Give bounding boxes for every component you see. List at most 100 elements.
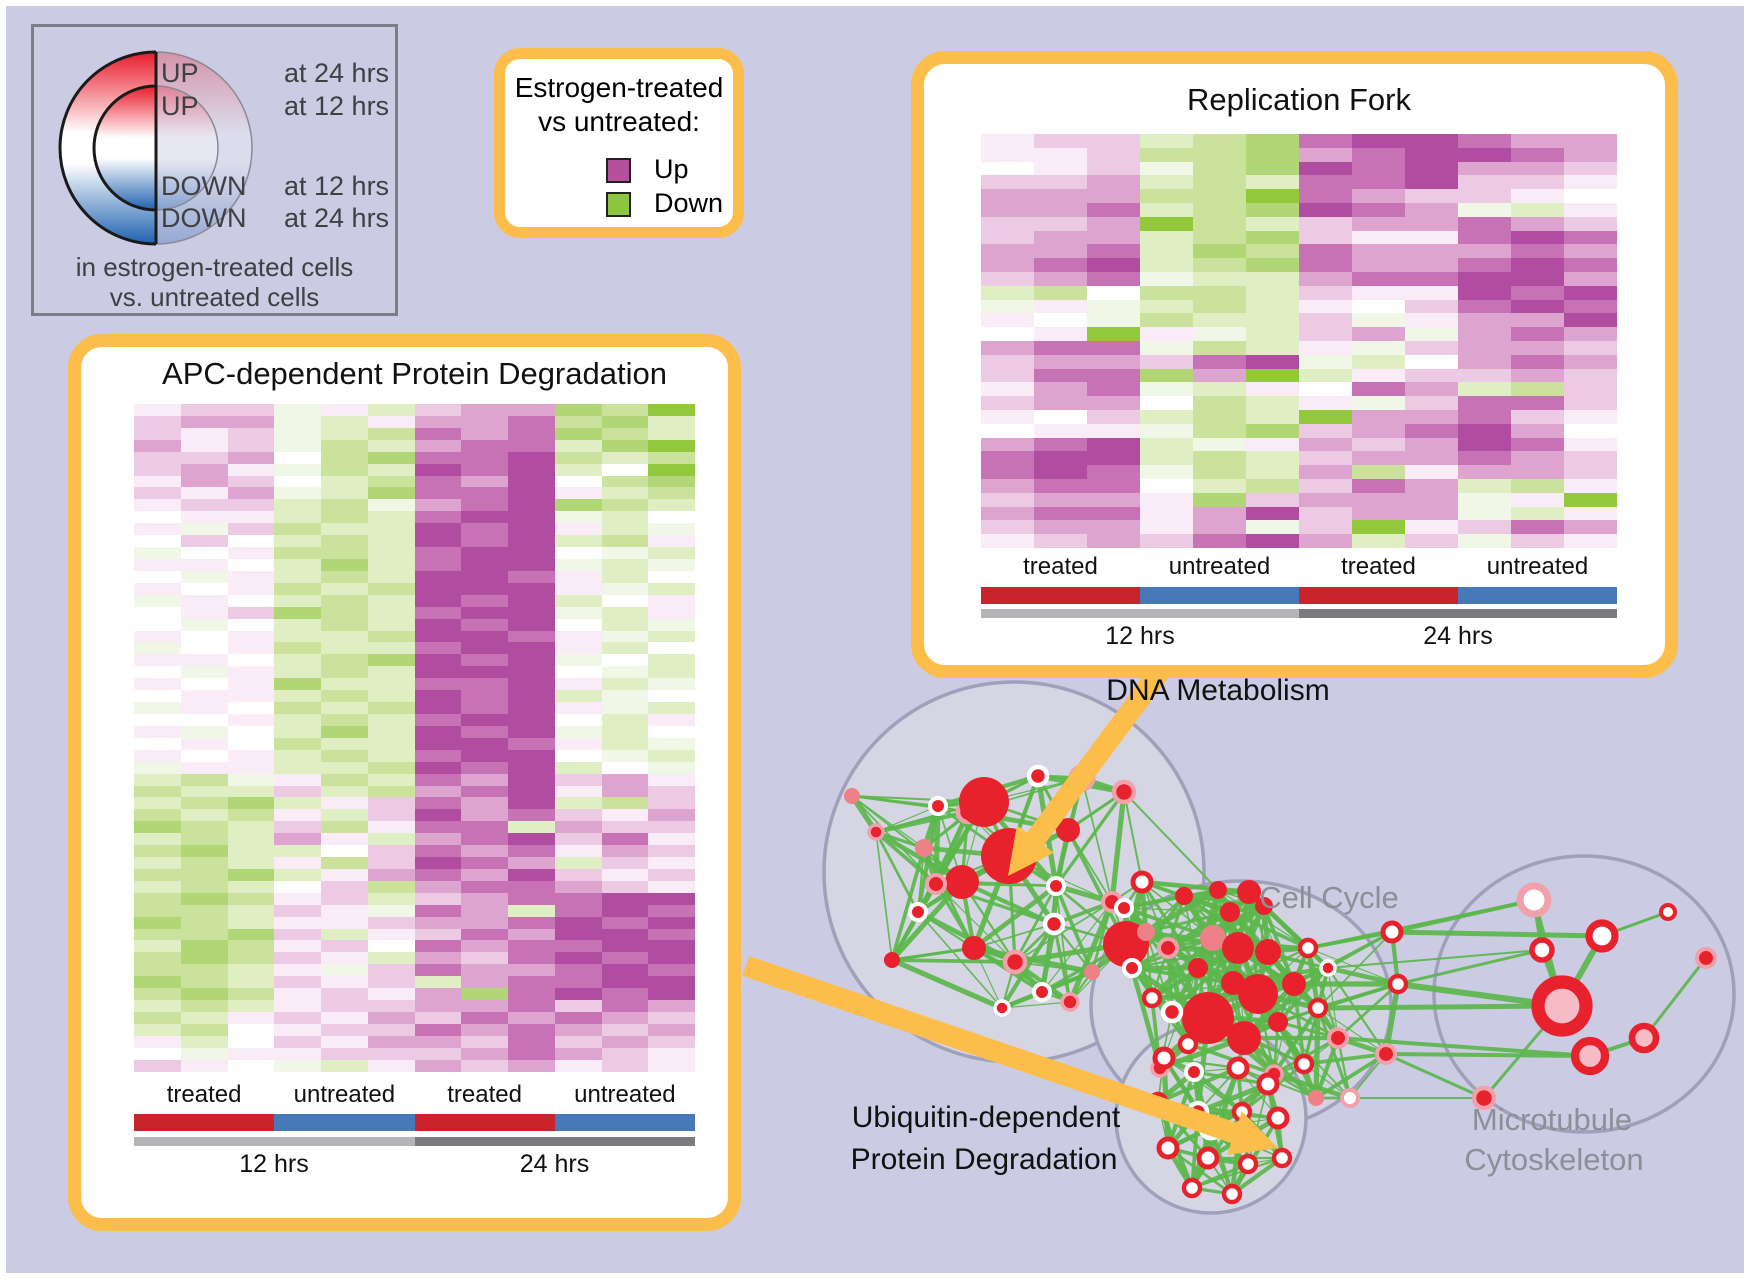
network-node [1196,1146,1220,1170]
heatmap-row [134,690,695,703]
network-node [1141,987,1163,1009]
heatmap-row [134,427,695,440]
network-node [1032,982,1052,1002]
network-node [1175,887,1193,905]
hrs24-bar [1299,609,1617,618]
network-node [1308,1090,1324,1106]
panel-arrows [742,659,1278,1155]
heatmap-row [134,773,695,786]
heatmap-row [134,892,695,905]
hrs12-bar [981,609,1299,618]
network-node [928,796,948,816]
heatmap-row [134,725,695,738]
heatmap-row [134,976,695,989]
network-node [1220,902,1240,922]
network-node [1046,876,1066,896]
heatmap-row [981,147,1617,162]
treated-bar [414,1114,555,1131]
network-node [1226,1056,1250,1080]
group-label-untreated-1: untreated [293,1081,396,1108]
network-node [1156,1136,1180,1160]
legend-down-12: DOWN [161,171,247,201]
network-node [1628,1022,1660,1054]
heatmap-row [981,492,1617,507]
untreated-bar [274,1114,415,1131]
heatmap-row [134,785,695,798]
group-label-treated-0: treated [1023,553,1098,580]
untreated-bar [1458,587,1617,604]
network-node [1659,903,1677,921]
heatmap-row [134,463,695,476]
heatmap-row [981,202,1617,217]
heatmap-row [981,423,1617,438]
heatmap-row [134,833,695,846]
down-label: Down [654,188,724,218]
network-node [993,999,1011,1017]
heatmap-row [134,845,695,858]
network-node [1222,932,1254,964]
network-node [1340,1088,1360,1108]
network-node [1084,964,1100,980]
up-color-swatch [606,158,631,183]
network-node [1268,1012,1288,1032]
heatmap-row [134,964,695,977]
heatmap-row [981,161,1617,176]
heatmap-row [134,415,695,428]
heatmap-row [134,868,695,881]
heatmap-row [134,451,695,464]
network-node [908,902,928,922]
heatmap-row [134,487,695,500]
apc-12hrs-label: 12 hrs [239,1150,309,1178]
network-node [1002,949,1028,975]
heatmap-row [134,797,695,810]
legend-caption-line2: vs. untreated cells [109,282,320,312]
up-label: Up [654,154,689,184]
network-node [1387,973,1409,995]
heatmap-row [134,749,695,762]
network-node [1255,897,1273,915]
heatmap-row [981,534,1617,548]
heatmap-row [981,451,1617,466]
untreated-bar [1140,587,1299,604]
heatmap-row [134,630,695,643]
heatmap-row [981,258,1617,272]
heatmap-row [981,409,1617,424]
network-node [1182,992,1234,1044]
heatmap-row [134,1012,695,1024]
network-node [1188,958,1208,978]
heatmap-row [134,1023,695,1036]
replication-fork-title: Replication Fork [1187,82,1411,117]
heatmap-row [134,916,695,929]
cluster-label-5: Protein Degradation [850,1143,1118,1176]
heatmap-row [134,678,695,691]
down-color-swatch [606,192,631,217]
untreated-bar [554,1114,695,1131]
network-node [1585,919,1619,953]
heatmap-row [134,606,695,619]
heatmap-row [134,594,695,607]
group-label-treated-2: treated [1341,553,1416,580]
heatmap-row [134,523,695,536]
hrs24-bar [414,1137,695,1146]
network-node [1307,997,1329,1019]
network-node [1238,974,1278,1014]
network-node [867,823,885,841]
network-node [1297,937,1319,959]
network-node [1271,1147,1293,1169]
cluster-label-4: Ubiquitin-dependent [851,1101,1121,1134]
up-down-scale-icon [58,50,253,246]
network-node [1221,1183,1243,1205]
cluster-label-0: DNA Metabolism [1106,674,1330,707]
rf-24hrs-label: 24 hrs [1423,622,1493,650]
network-node [1156,936,1180,960]
legend-down-24-time: at 24 hrs [284,203,390,233]
cluster-label-2: Microtubule [1471,1102,1633,1137]
heatmap-row [981,271,1617,286]
heatmap-row [134,1047,695,1060]
treated-bar [981,587,1140,604]
network-node [962,936,986,960]
network-node [1319,959,1337,977]
legend-up-12-time: at 12 hrs [284,91,390,121]
color-legend-title-line2: vs untreated: [538,106,700,137]
